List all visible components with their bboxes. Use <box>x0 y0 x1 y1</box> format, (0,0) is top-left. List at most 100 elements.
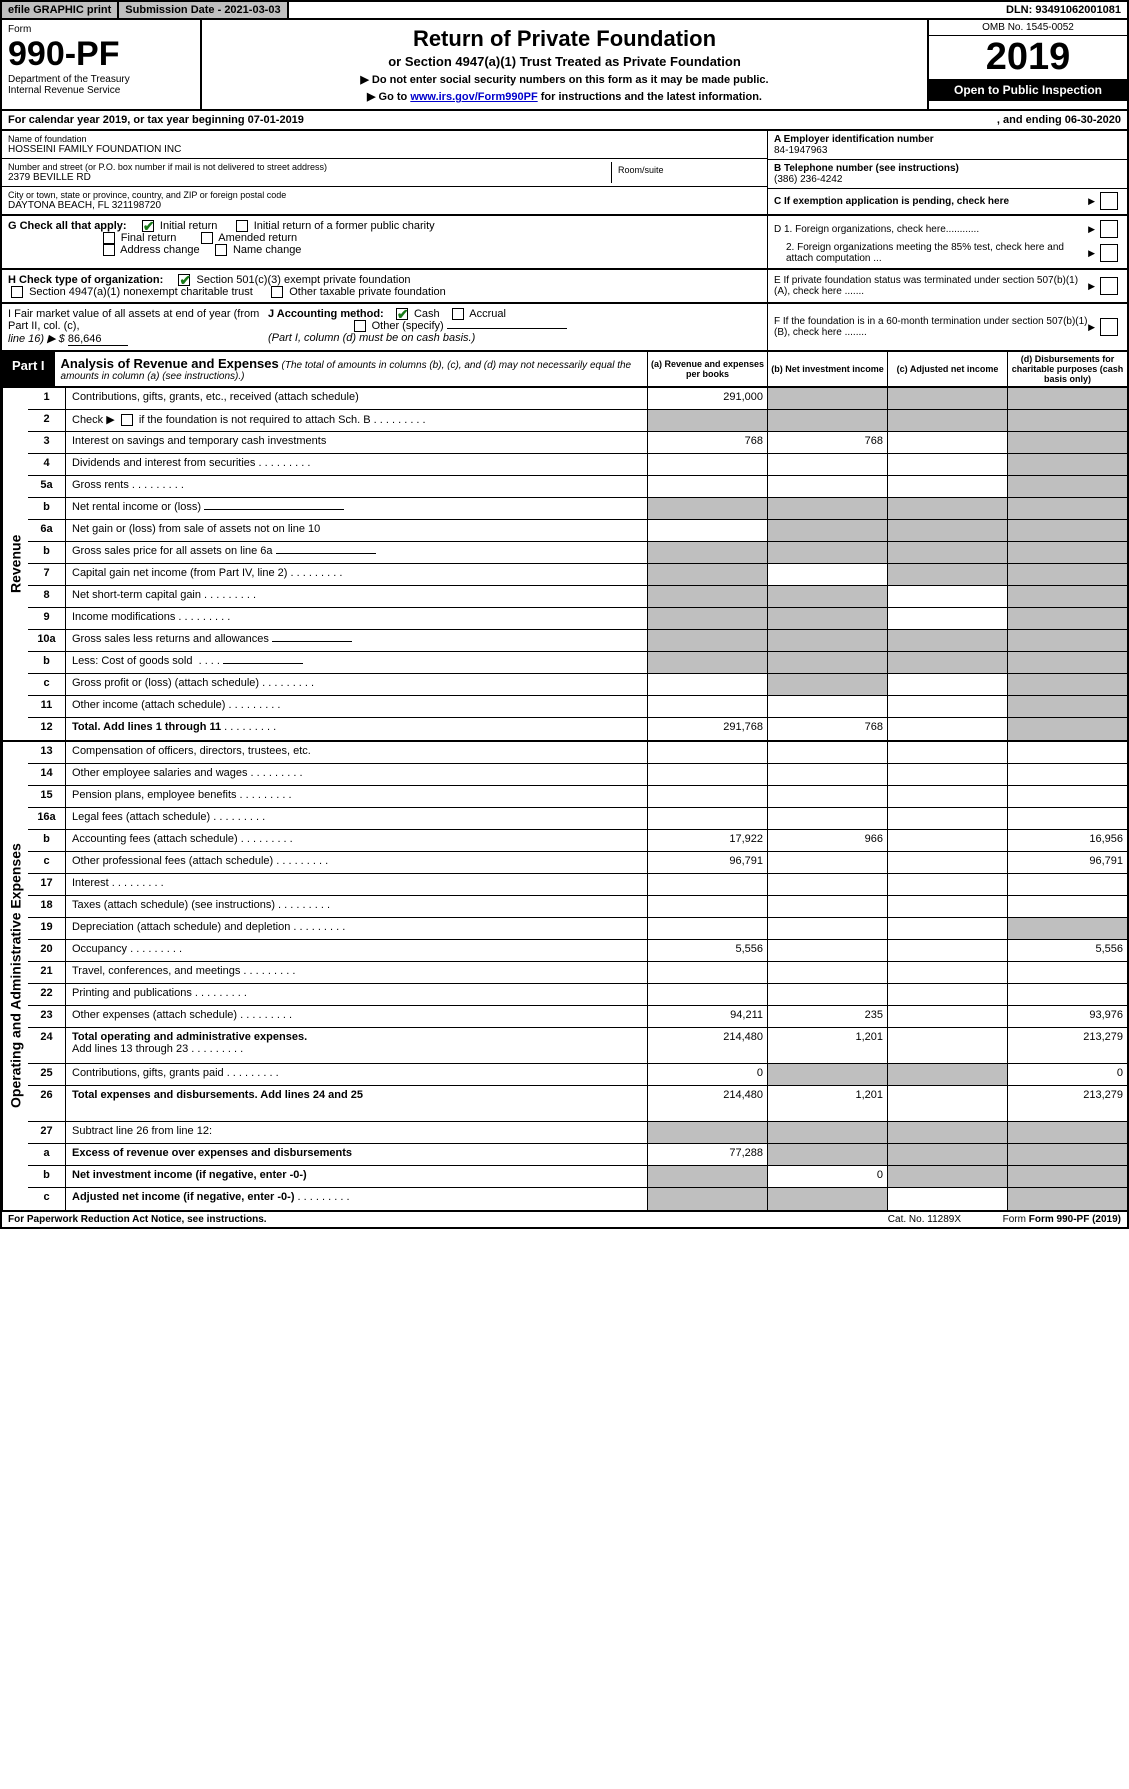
ln-24-c <box>887 1028 1007 1063</box>
ln-27b-c <box>887 1166 1007 1187</box>
city-label: City or town, state or province, country… <box>8 190 761 200</box>
j-label: J Accounting method: <box>268 308 384 320</box>
ln-27c-no: c <box>28 1188 66 1210</box>
d1-label: D 1. Foreign organizations, check here..… <box>774 224 1088 235</box>
ln-8-no: 8 <box>28 586 66 607</box>
ln-16a-desc: Legal fees (attach schedule) <box>66 808 647 829</box>
ln-4-desc: Dividends and interest from securities <box>66 454 647 475</box>
ln-4-d <box>1007 454 1127 475</box>
ln-10b-b <box>767 652 887 673</box>
h-other-checkbox[interactable] <box>271 286 283 298</box>
j-note: (Part I, column (d) must be on cash basi… <box>268 332 475 344</box>
amended-return-label: Amended return <box>218 232 297 244</box>
ln-21-d <box>1007 962 1127 983</box>
address-change-checkbox[interactable] <box>103 244 115 256</box>
e-checkbox[interactable] <box>1100 277 1118 295</box>
ln-16a-a <box>647 808 767 829</box>
ln-27c-b <box>767 1188 887 1210</box>
h-501c3-checkbox[interactable] <box>178 274 190 286</box>
ln-27c-d <box>1007 1188 1127 1210</box>
ln-10b-no: b <box>28 652 66 673</box>
efile-print-button[interactable]: efile GRAPHIC print <box>2 2 119 18</box>
ln-16a-no: 16a <box>28 808 66 829</box>
ln-16c-no: c <box>28 852 66 873</box>
j-other-checkbox[interactable] <box>354 320 366 332</box>
ln-15-c <box>887 786 1007 807</box>
j-accrual-checkbox[interactable] <box>452 308 464 320</box>
ln-23-d: 93,976 <box>1007 1006 1127 1027</box>
ln-8-d <box>1007 586 1127 607</box>
ln-3-a: 768 <box>647 432 767 453</box>
topbar: efile GRAPHIC print Submission Date - 20… <box>0 0 1129 18</box>
ln-12-a: 291,768 <box>647 718 767 740</box>
ln-27-desc: Subtract line 26 from line 12: <box>66 1122 647 1143</box>
exemption-pending-checkbox[interactable] <box>1100 192 1118 210</box>
ln-10a-b <box>767 630 887 651</box>
ln-13-b <box>767 742 887 763</box>
ln-10c-c <box>887 674 1007 695</box>
ln-27a-a: 77,288 <box>647 1144 767 1165</box>
ln-27c-a <box>647 1188 767 1210</box>
ln-5b-desc: Net rental income or (loss) <box>66 498 647 519</box>
ln-27-c <box>887 1122 1007 1143</box>
ln-26-c <box>887 1086 1007 1121</box>
i-label-1: I Fair market value of all assets at end… <box>8 308 259 332</box>
j-cash-checkbox[interactable] <box>396 308 408 320</box>
ln-10c-a <box>647 674 767 695</box>
ln-18-c <box>887 896 1007 917</box>
ln-20-no: 20 <box>28 940 66 961</box>
final-return-checkbox[interactable] <box>103 232 115 244</box>
j-cash-label: Cash <box>414 308 440 320</box>
ln-7-a <box>647 564 767 585</box>
phone-value: (386) 236-4242 <box>774 174 1121 185</box>
form990pf-link[interactable]: www.irs.gov/Form990PF <box>410 91 537 103</box>
ln-23-b: 235 <box>767 1006 887 1027</box>
sch-b-checkbox[interactable] <box>121 414 133 426</box>
ln-5a-d <box>1007 476 1127 497</box>
ein-label: A Employer identification number <box>774 134 934 145</box>
e-label: E If private foundation status was termi… <box>774 275 1088 297</box>
h-4947-checkbox[interactable] <box>11 286 23 298</box>
ln-27-a <box>647 1122 767 1143</box>
ln-12-b: 768 <box>767 718 887 740</box>
check-section-h: H Check type of organization: Section 50… <box>0 270 1129 304</box>
ln-27b-desc: Net investment income (if negative, ente… <box>66 1166 647 1187</box>
ln-17-a <box>647 874 767 895</box>
address: 2379 BEVILLE RD <box>8 172 611 183</box>
initial-return-checkbox[interactable] <box>142 220 154 232</box>
ln-27c-desc: Adjusted net income (if negative, enter … <box>66 1188 647 1210</box>
ln-3-desc: Interest on savings and temporary cash i… <box>66 432 647 453</box>
form-header: Form 990-PF Department of the Treasury I… <box>0 18 1129 111</box>
ln-25-c <box>887 1064 1007 1085</box>
f-checkbox[interactable] <box>1100 318 1118 336</box>
ln-10c-b <box>767 674 887 695</box>
ln-1-b <box>767 388 887 409</box>
ln-27-b <box>767 1122 887 1143</box>
ln-16c-d: 96,791 <box>1007 852 1127 873</box>
foundation-name: HOSSEINI FAMILY FOUNDATION INC <box>8 144 761 155</box>
ln-6b-a <box>647 542 767 563</box>
entity-block: Name of foundation HOSSEINI FAMILY FOUND… <box>0 131 1129 216</box>
amended-return-checkbox[interactable] <box>201 232 213 244</box>
cat-number: Cat. No. 11289X <box>882 1212 967 1227</box>
d2-checkbox[interactable] <box>1100 244 1118 262</box>
ln-21-no: 21 <box>28 962 66 983</box>
name-change-checkbox[interactable] <box>215 244 227 256</box>
ln-27b-no: b <box>28 1166 66 1187</box>
ln-8-a <box>647 586 767 607</box>
j-other-input[interactable] <box>447 328 567 329</box>
ln-10b-desc: Less: Cost of goods sold . . . . <box>66 652 647 673</box>
ln-23-no: 23 <box>28 1006 66 1027</box>
ln-16b-desc: Accounting fees (attach schedule) <box>66 830 647 851</box>
ln-23-a: 94,211 <box>647 1006 767 1027</box>
ln-5b-a <box>647 498 767 519</box>
ln-16c-desc: Other professional fees (attach schedule… <box>66 852 647 873</box>
ln-5a-desc: Gross rents <box>66 476 647 497</box>
initial-former-checkbox[interactable] <box>236 220 248 232</box>
revenue-side-label: Revenue <box>2 388 28 740</box>
header-left: Form 990-PF Department of the Treasury I… <box>2 20 202 109</box>
d1-checkbox[interactable] <box>1100 220 1118 238</box>
ln-15-no: 15 <box>28 786 66 807</box>
ln-24-desc: Total operating and administrative expen… <box>66 1028 647 1063</box>
irs-label: Internal Revenue Service <box>8 85 194 96</box>
